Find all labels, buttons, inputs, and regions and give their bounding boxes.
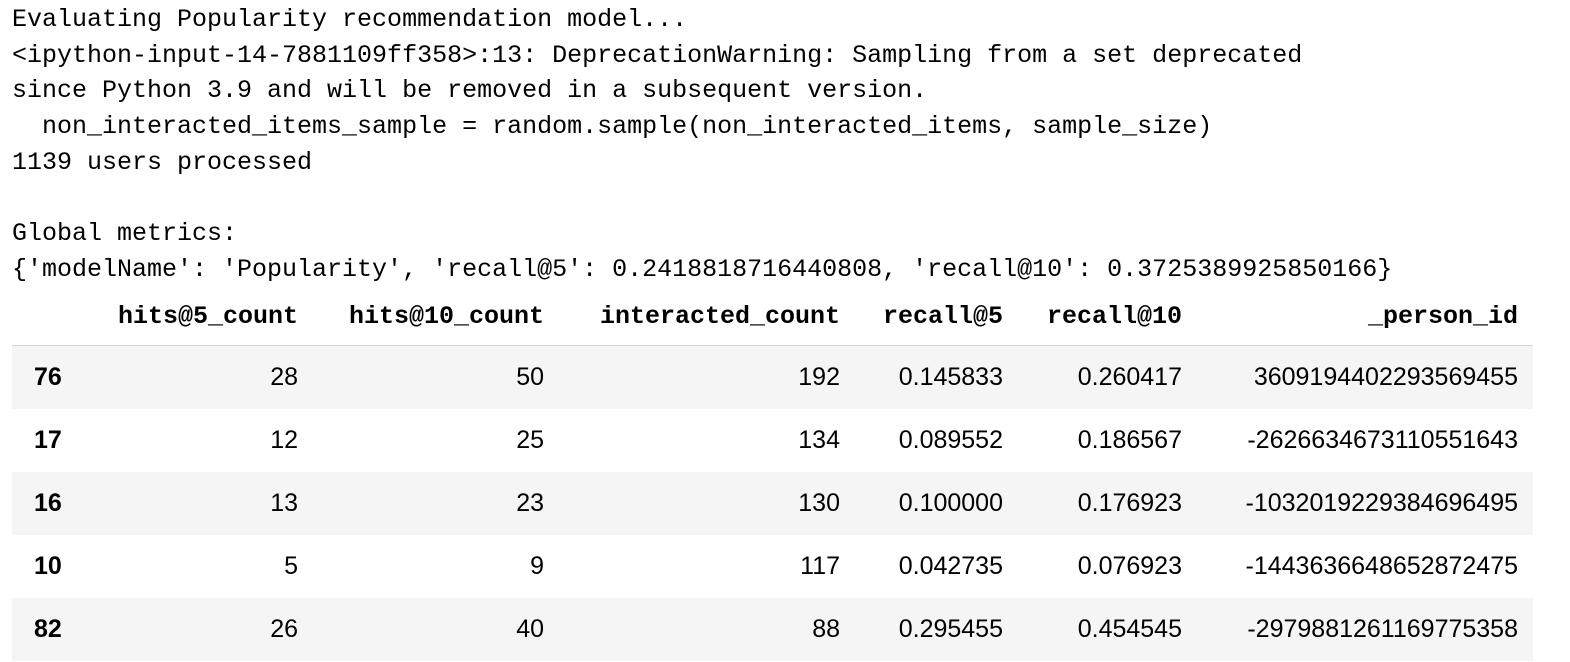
row-index: 16 — [34, 489, 62, 517]
column-header-person-id: _person_id — [1197, 287, 1533, 346]
cell-recall5: 0.100000 — [898, 489, 1003, 517]
cell-hits5-count: 12 — [270, 426, 298, 454]
cell-person-id: -2626634673110551643 — [1247, 426, 1518, 454]
cell-person-id: -1443636648652872475 — [1245, 552, 1519, 580]
stdout-line-sample-code: non_interacted_items_sample = random.sam… — [12, 112, 1213, 142]
row-index: 10 — [34, 552, 62, 580]
column-header-hits10-count: hits@10_count — [313, 287, 559, 346]
cell-recall5: 0.042735 — [898, 552, 1003, 580]
cell-hits10-count: 25 — [516, 426, 544, 454]
row-index: 76 — [34, 363, 62, 391]
cell-recall5: 0.089552 — [898, 426, 1003, 454]
cell-interacted-count: 88 — [812, 615, 840, 643]
stdout-line-deprecation-detail: since Python 3.9 and will be removed in … — [12, 76, 928, 106]
stdout-line-blank — [12, 180, 1562, 216]
header-row: hits@5_count hits@10_count interacted_co… — [12, 287, 1533, 346]
table-row: 82 26 40 88 0.295455 0.454545 -297988126… — [12, 598, 1533, 661]
row-index: 17 — [34, 426, 62, 454]
column-header-interacted-count: interacted_count — [559, 287, 855, 346]
row-index: 82 — [34, 615, 62, 643]
column-header-hits5-count: hits@5_count — [90, 287, 313, 346]
cell-recall5: 0.295455 — [898, 615, 1003, 643]
cell-hits10-count: 9 — [530, 552, 544, 580]
cell-recall10: 0.186567 — [1077, 426, 1182, 454]
column-header-recall10: recall@10 — [1018, 287, 1197, 346]
stdout-line-users-processed: 1139 users processed — [12, 147, 313, 177]
cell-hits5-count: 13 — [270, 489, 298, 517]
cell-interacted-count: 192 — [798, 363, 840, 391]
stdout-line-global-metrics-label: Global metrics: — [12, 219, 238, 249]
column-header-index — [12, 287, 90, 346]
stdout-line-evaluating: Evaluating Popularity recommendation mod… — [12, 5, 688, 34]
dataframe-header: hits@5_count hits@10_count interacted_co… — [12, 287, 1533, 346]
cell-recall10: 0.260417 — [1077, 363, 1182, 391]
dataframe-body: 76 28 50 192 0.145833 0.260417 360919440… — [12, 345, 1533, 661]
table-row: 17 12 25 134 0.089552 0.186567 -26266346… — [12, 409, 1533, 472]
table-row: 16 13 23 130 0.100000 0.176923 -10320192… — [12, 472, 1533, 535]
cell-hits10-count: 40 — [516, 615, 544, 643]
cell-output-area: Evaluating Popularity recommendation mod… — [12, 0, 1562, 661]
cell-person-id: -1032019229384696495 — [1245, 489, 1519, 517]
cell-hits5-count: 28 — [270, 363, 298, 391]
cell-interacted-count: 130 — [798, 489, 840, 517]
table-row: 76 28 50 192 0.145833 0.260417 360919440… — [12, 345, 1533, 409]
column-header-recall5: recall@5 — [855, 287, 1018, 346]
cell-interacted-count: 117 — [800, 552, 840, 580]
stdout-line-global-metrics-dict: {'modelName': 'Popularity', 'recall@5': … — [12, 254, 1393, 284]
cell-recall5: 0.145833 — [898, 363, 1003, 391]
cell-recall10: 0.176923 — [1077, 489, 1182, 517]
cell-hits5-count: 5 — [284, 552, 298, 580]
cell-hits10-count: 23 — [516, 489, 544, 517]
cell-person-id: -2979881261169775358 — [1247, 615, 1518, 643]
stdout-line-deprecation-warning: <ipython-input-14-7881109ff358>:13: Depr… — [12, 40, 1303, 70]
dataframe-table: hits@5_count hits@10_count interacted_co… — [12, 287, 1533, 661]
cell-recall10: 0.454545 — [1077, 615, 1182, 643]
stdout-stream: Evaluating Popularity recommendation mod… — [12, 0, 1562, 288]
cell-hits5-count: 26 — [270, 615, 298, 643]
cell-recall10: 0.076923 — [1077, 552, 1182, 580]
cell-person-id: 3609194402293569455 — [1253, 363, 1518, 391]
table-row: 10 5 9 117 0.042735 0.076923 -1443636648… — [12, 535, 1533, 598]
cell-interacted-count: 134 — [798, 426, 840, 454]
cell-hits10-count: 50 — [516, 363, 544, 391]
